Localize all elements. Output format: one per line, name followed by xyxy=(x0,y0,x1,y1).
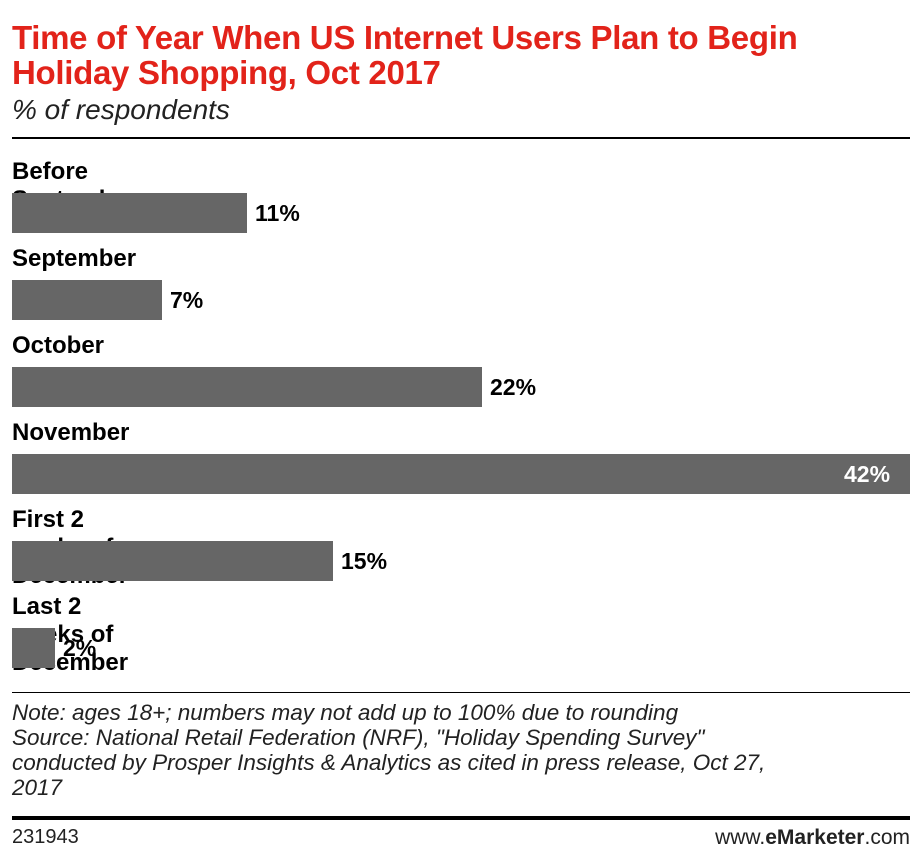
bar xyxy=(12,454,910,494)
category-label: October xyxy=(12,332,105,359)
chart-id: 231943 xyxy=(12,826,79,848)
note-line: Note: ages 18+; numbers may not add up t… xyxy=(12,700,679,725)
source-line: 2017 xyxy=(12,775,63,800)
bar xyxy=(12,367,482,407)
bar xyxy=(12,280,162,320)
category-label: September xyxy=(12,245,137,272)
data-label: 11% xyxy=(255,200,300,226)
chart-subtitle: % of respondents xyxy=(12,94,230,125)
chart-note: Note: ages 18+; numbers may not add up t… xyxy=(12,700,910,800)
data-label: 42% xyxy=(844,461,891,487)
data-label: 15% xyxy=(341,548,388,574)
brand-prefix: www. xyxy=(715,826,766,849)
top-divider xyxy=(12,137,910,139)
data-label: 7% xyxy=(170,287,204,313)
category-label: November xyxy=(12,419,130,446)
data-label: 22% xyxy=(490,374,537,400)
brand-suffix: .com xyxy=(864,826,910,849)
brand-link[interactable]: www.eMarketer.com xyxy=(715,826,910,850)
brand-name: eMarketer xyxy=(765,826,865,849)
note-divider xyxy=(12,692,910,693)
source-line: conducted by Prosper Insights & Analytic… xyxy=(12,750,766,775)
bottom-divider xyxy=(12,816,910,820)
source-line: Source: National Retail Federation (NRF)… xyxy=(12,725,705,750)
data-label: 2% xyxy=(63,635,97,661)
bar xyxy=(12,541,333,581)
bar xyxy=(12,628,55,668)
chart-title: Time of Year When US Internet Users Plan… xyxy=(12,19,798,91)
bar xyxy=(12,193,247,233)
